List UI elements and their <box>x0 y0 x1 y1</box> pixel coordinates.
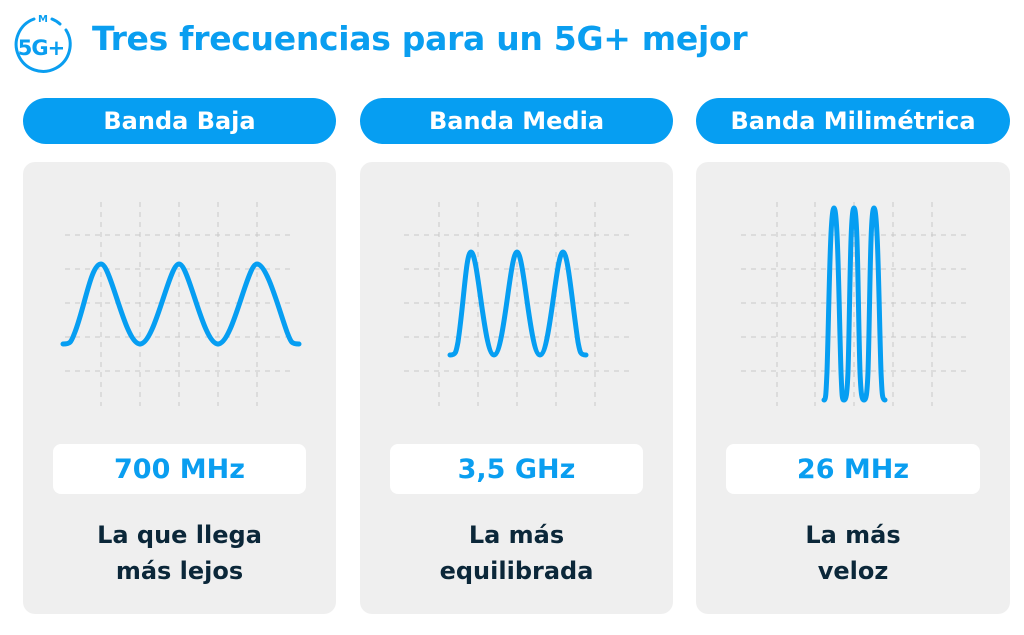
high-frequency-wave-icon <box>741 202 966 406</box>
band-panel-mid: 3,5 GHz La más equilibrada <box>360 162 673 614</box>
band-panel-low: 700 MHz La que llega más lejos <box>23 162 336 614</box>
frequency-value-low: 700 MHz <box>53 444 306 494</box>
caption-line-1: La más <box>468 521 565 549</box>
band-header-low: Banda Baja <box>23 98 336 144</box>
band-panel-mmwave: 26 MHz La más veloz <box>696 162 1010 614</box>
band-caption-low: La que llega más lejos <box>23 517 336 589</box>
logo-text: 5G+ <box>18 36 64 60</box>
caption-line-2: más lejos <box>115 557 244 585</box>
band-header-mmwave: Banda Milimétrica <box>696 98 1010 144</box>
frequency-value-mmwave: 26 MHz <box>726 444 980 494</box>
caption-line-2: equilibrada <box>439 557 594 585</box>
band-caption-mmwave: La más veloz <box>696 517 1010 589</box>
mid-frequency-wave-icon <box>404 202 629 406</box>
caption-line-2: veloz <box>817 557 889 585</box>
5g-plus-logo-icon: M 5G+ <box>14 14 72 73</box>
page-title: Tres frecuencias para un 5G+ mejor <box>92 19 748 58</box>
logo-mark: M <box>38 14 48 25</box>
low-frequency-wave-icon <box>60 202 302 406</box>
band-caption-mid: La más equilibrada <box>360 517 673 589</box>
band-header-mid: Banda Media <box>360 98 673 144</box>
frequency-value-mid: 3,5 GHz <box>390 444 643 494</box>
caption-line-1: La que llega <box>97 521 262 549</box>
caption-line-1: La más <box>805 521 901 549</box>
